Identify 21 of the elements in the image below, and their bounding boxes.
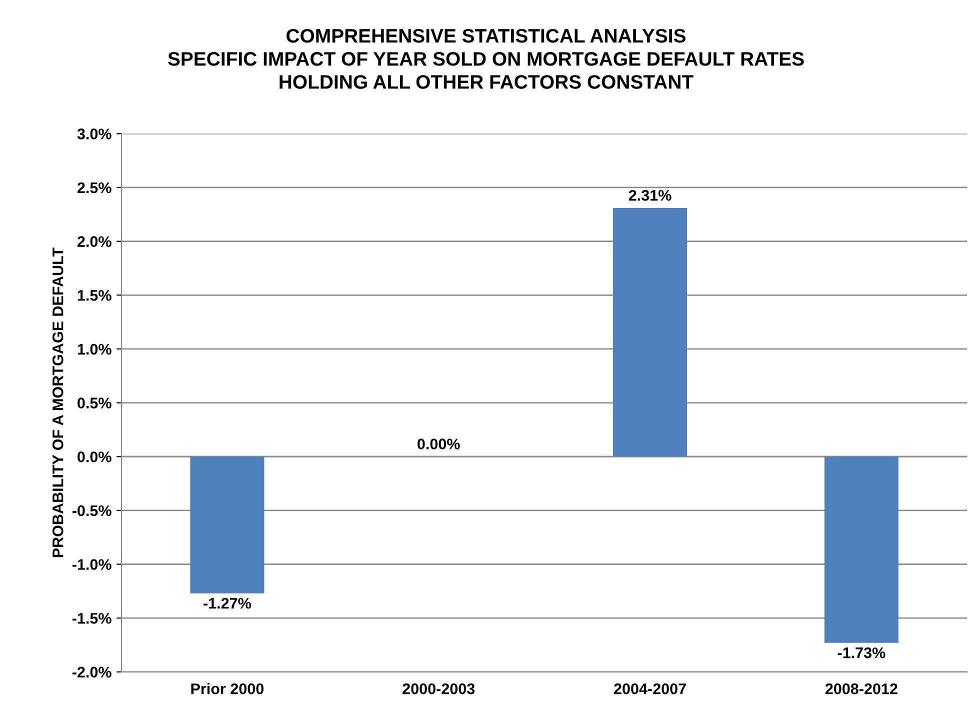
y-tick-label: 2.0% bbox=[77, 236, 112, 247]
y-tick-label: 2.5% bbox=[77, 182, 112, 194]
data-label: 0.00% bbox=[418, 438, 460, 450]
y-tick-label: 0.5% bbox=[78, 398, 112, 408]
data-label: 2.31% bbox=[628, 190, 672, 201]
y-tick-label: -2.0% bbox=[72, 666, 112, 678]
x-tick-label: 2004-2007 bbox=[614, 683, 686, 694]
x-tick-label: 2008-2012 bbox=[825, 683, 898, 694]
x-tick-label: Prior 2000 bbox=[191, 683, 264, 694]
x-tick-label: 2000-2003 bbox=[402, 683, 475, 694]
y-tick-label: -0.5% bbox=[72, 505, 112, 516]
data-label: -1.73% bbox=[838, 647, 886, 658]
y-tick-label: 1.0% bbox=[78, 344, 112, 355]
y-tick-label: 1.5% bbox=[78, 290, 112, 301]
chart-title: COMPREHENSIVE STATISTICAL ANALYSIS SPECIFIC IMPACT OF YEAR SOLD ON MORTGAGE DEFAULT RATES HOLDING ALL OTHER FACTORS CONSTANT bbox=[168, 28, 804, 89]
y-tick-label: 3.0% bbox=[77, 128, 112, 140]
y-tick-label: -1.5% bbox=[72, 612, 112, 624]
y-tick-label: -1.0% bbox=[72, 559, 112, 570]
data-label: -1.27% bbox=[204, 598, 252, 609]
y-axis-title: PROBABILITY OF A MORTGAGE DEFAULT bbox=[52, 248, 64, 558]
y-tick-label: 0.0% bbox=[78, 451, 112, 462]
